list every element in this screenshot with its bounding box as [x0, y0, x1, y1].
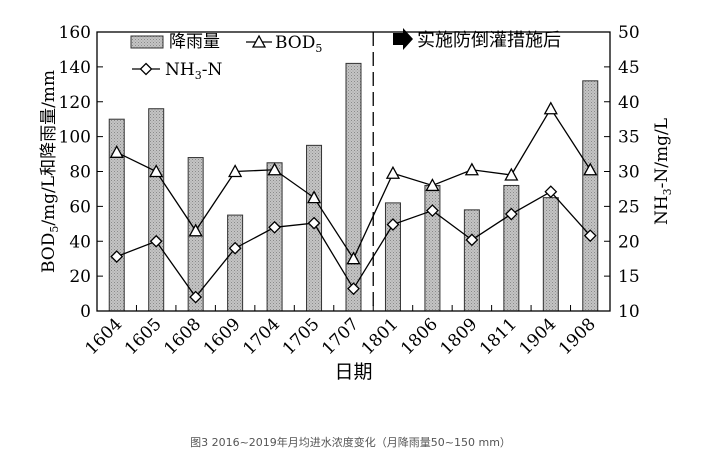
rain-bar: [542, 197, 559, 312]
x-tick-label: 1904: [516, 314, 561, 359]
x-tick-label: 1806: [397, 314, 442, 359]
legend-rain-label: 降雨量: [169, 32, 220, 52]
x-tick-label: 1809: [437, 314, 482, 359]
legend-nh3-label: NH3-N: [165, 60, 222, 82]
right-tick-label: 25: [618, 197, 640, 217]
left-tick-label: 140: [59, 58, 91, 78]
bod-point: [267, 162, 282, 176]
nh3-point: [268, 220, 281, 234]
bod-point: [543, 101, 558, 115]
nh3-point: [544, 185, 558, 199]
bod-point: [464, 162, 479, 176]
x-tick-label: 1811: [476, 314, 521, 359]
rain-bar: [503, 184, 520, 312]
figure-caption: 图3 2016~2019年月均进水浓度变化（月降雨量50~150 mm）: [190, 436, 511, 449]
bod-point: [228, 164, 243, 178]
nh3-point: [307, 216, 321, 230]
x-axis-title: 日期: [334, 361, 372, 383]
right-tick-label: 20: [618, 232, 640, 252]
right-tick-label: 15: [618, 267, 640, 287]
bod-point: [504, 167, 519, 181]
x-tick-label: 1705: [279, 314, 324, 359]
x-tick-label: 1609: [200, 314, 245, 359]
left-tick-label: 100: [59, 128, 91, 148]
bod-point: [425, 178, 440, 192]
nh3-point: [189, 290, 203, 304]
annotation-label: 实施防倒灌措施后: [417, 30, 561, 51]
rain-bar: [463, 209, 480, 312]
left-tick-label: 80: [69, 163, 91, 183]
right-tick-label: 40: [618, 93, 640, 113]
nh3-point: [149, 234, 163, 248]
nh3-point: [386, 218, 400, 231]
x-tick-label: 1908: [555, 314, 600, 359]
left-tick-label: 160: [59, 23, 91, 43]
rain-bar: [582, 80, 599, 312]
bod-point: [149, 164, 164, 178]
bod-point: [346, 251, 361, 265]
right-tick-label: 35: [618, 128, 640, 148]
right-tick-label: 30: [618, 163, 640, 183]
bod-point: [306, 190, 322, 204]
legend-rain-swatch: [130, 35, 164, 49]
right-tick-label: 50: [618, 23, 640, 43]
nh3-point: [504, 207, 518, 221]
x-tick-label: 1704: [239, 314, 284, 359]
arrow-right-icon: [393, 28, 413, 50]
nh3-point: [228, 241, 242, 255]
nh3-point: [426, 204, 439, 217]
bod-point: [109, 144, 124, 158]
left-tick-label: 120: [59, 93, 91, 113]
left-tick-label: 40: [69, 232, 91, 252]
rain-bar: [227, 214, 244, 312]
left-tick-label: 0: [80, 302, 91, 322]
nh3-point: [110, 250, 124, 264]
left-tick-label: 20: [69, 267, 91, 287]
legend-bod-label: BOD5: [275, 33, 322, 55]
right-tick-label: 45: [618, 58, 640, 78]
bod-point: [188, 223, 203, 237]
x-tick-label: 1605: [121, 314, 166, 359]
x-tick-label: 1801: [358, 314, 403, 359]
nh3-point: [347, 282, 360, 296]
bod-point: [583, 162, 598, 176]
x-tick-label: 1608: [160, 314, 205, 359]
legend-nh3-marker: [139, 62, 153, 76]
right-axis-title: NH3-N/mg/L: [652, 118, 674, 225]
nh3-point: [583, 229, 597, 243]
rain-bar: [148, 108, 165, 312]
nh3-point: [465, 233, 479, 247]
legend-bod-marker: [251, 34, 267, 48]
rain-bar: [345, 62, 362, 312]
left-tick-label: 60: [69, 197, 91, 217]
right-tick-label: 10: [618, 302, 640, 322]
bod-point: [385, 165, 401, 179]
left-axis-title: BOD5/mg/L和降雨量/mm: [39, 70, 61, 273]
rain-bar: [266, 162, 283, 312]
x-tick-label: 1707: [318, 314, 363, 359]
